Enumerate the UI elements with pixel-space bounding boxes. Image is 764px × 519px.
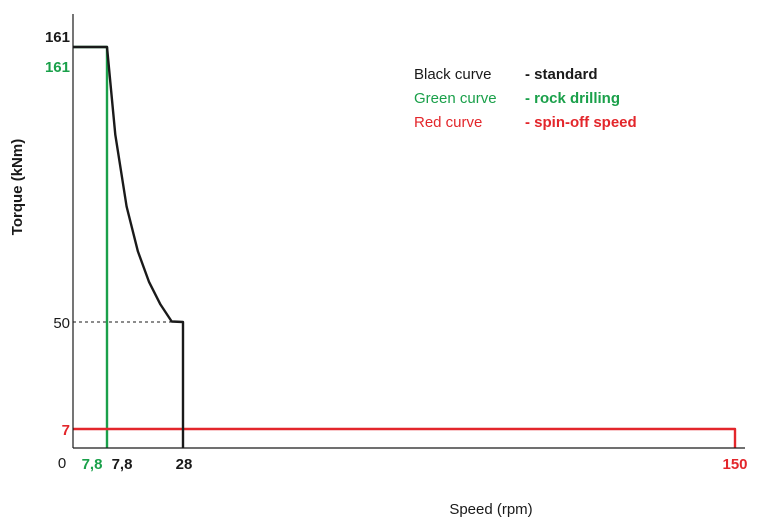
legend-label: Black curve: [414, 66, 492, 83]
series-line-spin: [73, 427, 737, 448]
legend: Black curve - standard Green curve - rock d…: [414, 66, 637, 131]
series-line-rock: [73, 45, 109, 448]
y-tick-labels: 161 161 50 7: [45, 29, 70, 439]
x-tick-label: 7,8: [82, 456, 103, 473]
legend-desc: - rock drilling: [525, 90, 620, 107]
legend-label: Red curve: [414, 114, 482, 131]
y-axis-label: Torque (kNm): [9, 139, 26, 235]
y-tick-label: 50: [53, 315, 70, 332]
y-tick-label: 7: [62, 422, 70, 439]
legend-desc: - spin-off speed: [525, 114, 637, 131]
legend-label: Green curve: [414, 90, 497, 107]
origin-label: 0: [58, 455, 66, 472]
y-tick-label: 161: [45, 59, 70, 76]
x-tick-label: 7,8: [112, 456, 133, 473]
series-layer: [73, 45, 737, 448]
series-line-standard: [73, 45, 185, 448]
y-tick-label: 161: [45, 29, 70, 46]
x-tick-label: 28: [176, 456, 193, 473]
x-tick-label: 150: [722, 456, 747, 473]
legend-desc: - standard: [525, 66, 598, 83]
x-tick-labels: 7,8 7,8 28 150: [82, 456, 748, 473]
x-axis-label: Speed (rpm): [449, 501, 532, 518]
